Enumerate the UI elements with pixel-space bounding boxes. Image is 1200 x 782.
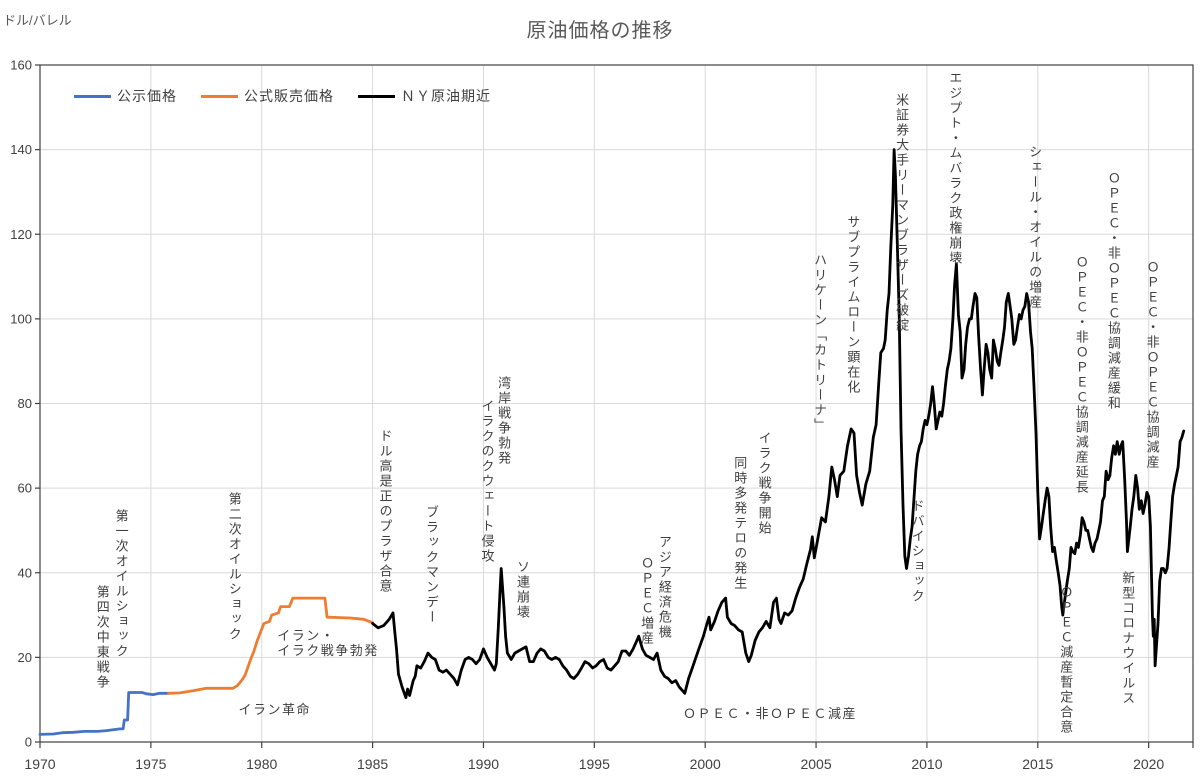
x-tick-label: 1990 (468, 756, 499, 772)
annotation-label: 同時多発テロの発生 (732, 456, 748, 592)
annotation-label: ＯＰＥＣ・非ＯＰＥＣ減産 (683, 706, 858, 722)
legend-label: 公式販売価格 (244, 88, 334, 104)
annotation-label: ＯＰＥＣ増産 (639, 555, 655, 646)
x-tick-label: 2015 (1022, 756, 1053, 772)
annotation-label: シェール・オイルの増産 (1027, 145, 1043, 311)
y-axis-unit-label: ドル/バレル (3, 13, 72, 28)
x-tick-label: 1970 (24, 756, 55, 772)
annotation-label: ハリケーン「カトリーナ」 (812, 253, 828, 434)
y-tick-label: 0 (25, 735, 32, 750)
annotation-label: 第一次オイルショック (113, 509, 129, 660)
annotation-label: イラン革命 (238, 701, 311, 717)
chart-title: 原油価格の推移 (526, 20, 674, 42)
annotation-label: ドル高是正のプラザ合意 (377, 428, 393, 594)
annotation-label: ソ連崩壊 (514, 560, 530, 621)
annotation-label: イラクのクウェート侵攻 (479, 399, 495, 565)
annotation-label: ＯＰＥＣ・非ＯＰＥＣ協調減産緩和 (1105, 170, 1121, 411)
series-line-0 (38, 691, 171, 736)
x-tick-label: 2005 (800, 756, 831, 772)
y-tick-label: 160 (10, 58, 32, 73)
y-tick-label: 20 (18, 650, 32, 665)
legend-label: 公示価格 (117, 88, 177, 104)
annotation-label: ＯＰＥＣ・非ＯＰＥＣ協調減産 (1144, 259, 1160, 470)
annotation-label: アジア経済危機 (656, 534, 672, 640)
x-tick-label: 1975 (135, 756, 166, 772)
legend-swatch-line (358, 94, 395, 98)
x-tick-label: 1995 (579, 756, 610, 772)
annotation-label: イラク戦争開始 (756, 431, 772, 536)
y-tick-label: 60 (18, 481, 32, 496)
annotation-label: ＯＰＥＣ・非ＯＰＥＣ協調減産延長 (1073, 255, 1089, 496)
series-line-2 (371, 148, 1186, 699)
legend-label: ＮＹ原油期近 (401, 88, 491, 104)
annotation-label: 第二次オイルショック (226, 492, 242, 643)
legend-swatch-line (74, 94, 111, 98)
y-tick-label: 40 (18, 565, 32, 580)
annotation-label: サブプライムローン顕在化 (845, 215, 861, 396)
y-tick-label: 100 (10, 311, 32, 326)
y-tick-label: 120 (10, 227, 32, 242)
legend-item: 公示価格 (74, 86, 177, 106)
y-tick-label: 80 (18, 396, 32, 411)
annotation-label: エジプト・ムバラク政権崩壊 (947, 71, 963, 267)
x-tick-label: 2000 (690, 756, 721, 772)
annotation-label: ブラックマンデー (424, 505, 440, 626)
legend: 公示価格 公式販売価格 ＮＹ原油期近 (74, 86, 515, 106)
legend-item: 公式販売価格 (201, 86, 334, 106)
legend-item: ＮＹ原油期近 (358, 86, 491, 106)
x-tick-label: 1985 (357, 756, 388, 772)
annotation-label: 米証券大手リーマンブラザーズ破綻 (894, 92, 910, 333)
x-tick-label: 1980 (246, 756, 277, 772)
y-tick-label: 140 (10, 142, 32, 157)
x-tick-label: 2020 (1133, 756, 1164, 772)
x-tick-label: 2010 (911, 756, 942, 772)
annotation-label: ドバイショック (909, 498, 925, 604)
annotation-label: ＯＰＥＣ減産暫定合意 (1058, 585, 1074, 736)
series-line-1 (167, 596, 375, 695)
annotation-label: 第四次中東戦争 (94, 585, 110, 691)
annotation-label: イラン・ イラク戦争勃発 (277, 627, 379, 659)
legend-swatch-line (201, 94, 238, 98)
annotation-label: 湾岸戦争勃発 (496, 375, 512, 466)
annotation-label: 新型コロナウイルス (1120, 570, 1136, 706)
